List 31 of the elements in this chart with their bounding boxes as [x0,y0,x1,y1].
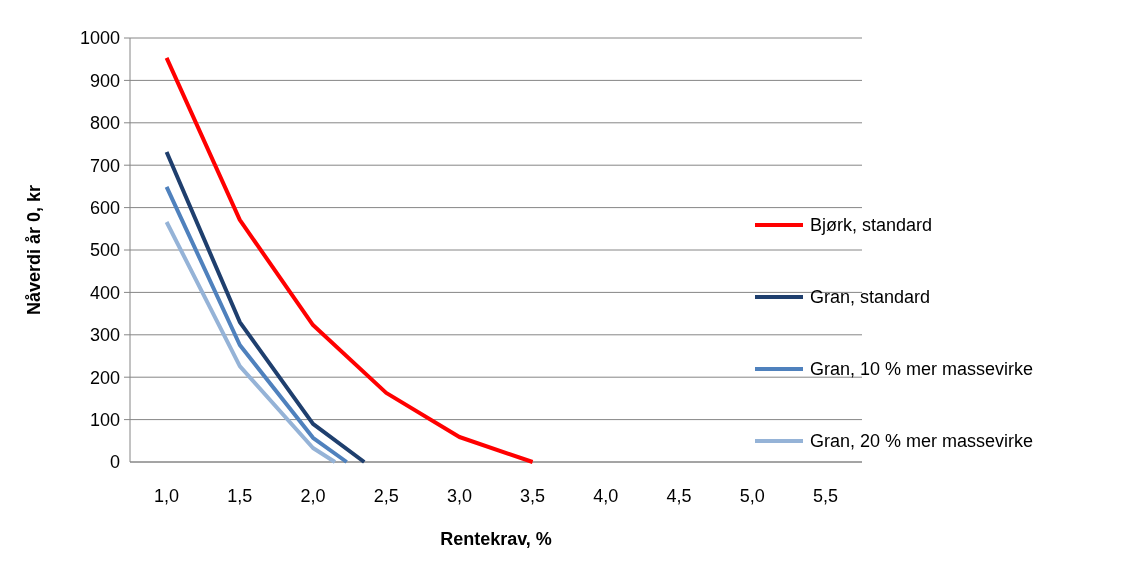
x-tick-label: 3,0 [446,486,472,506]
x-tick-label: 2,5 [373,486,399,506]
line-series [164,220,337,464]
legend-label: Gran, 10 % mer massevirke [810,359,1034,380]
y-tick-label: 700 [89,155,120,176]
x-tick-label: 4,5 [666,486,692,506]
y-axis-title: Nåverdi år 0, kr [24,184,44,316]
line-series [164,150,367,464]
legend-label: Bjørk, standard [810,215,933,236]
y-tick-label: 200 [89,367,120,388]
y-tick-label: 0 [109,452,120,473]
y-tick-label: 100 [89,409,120,430]
y-tick-label: 500 [89,240,120,261]
y-tick-label: 600 [89,197,120,218]
x-tick-label: 4,0 [593,486,619,506]
y-tick-label: 1000 [79,28,120,49]
y-tick-label: 300 [89,325,120,346]
legend-label: Gran, 20 % mer massevirke [810,431,1034,452]
x-tick-label: 1,5 [227,486,253,506]
x-tick-label: 5,5 [812,486,838,506]
x-tick-label: 5,0 [739,486,765,506]
x-tick-label: 1,0 [154,486,180,506]
y-tick-label: 900 [89,70,120,91]
y-tick-label: 400 [89,282,120,303]
y-tick-label: 800 [89,113,120,134]
x-tick-label: 2,0 [300,486,326,506]
line-series [164,55,535,464]
x-axis-title: Rentekrav, % [440,529,552,549]
legend-label: Gran, standard [810,287,931,308]
x-tick-label: 3,5 [520,486,546,506]
line-series [164,184,349,464]
